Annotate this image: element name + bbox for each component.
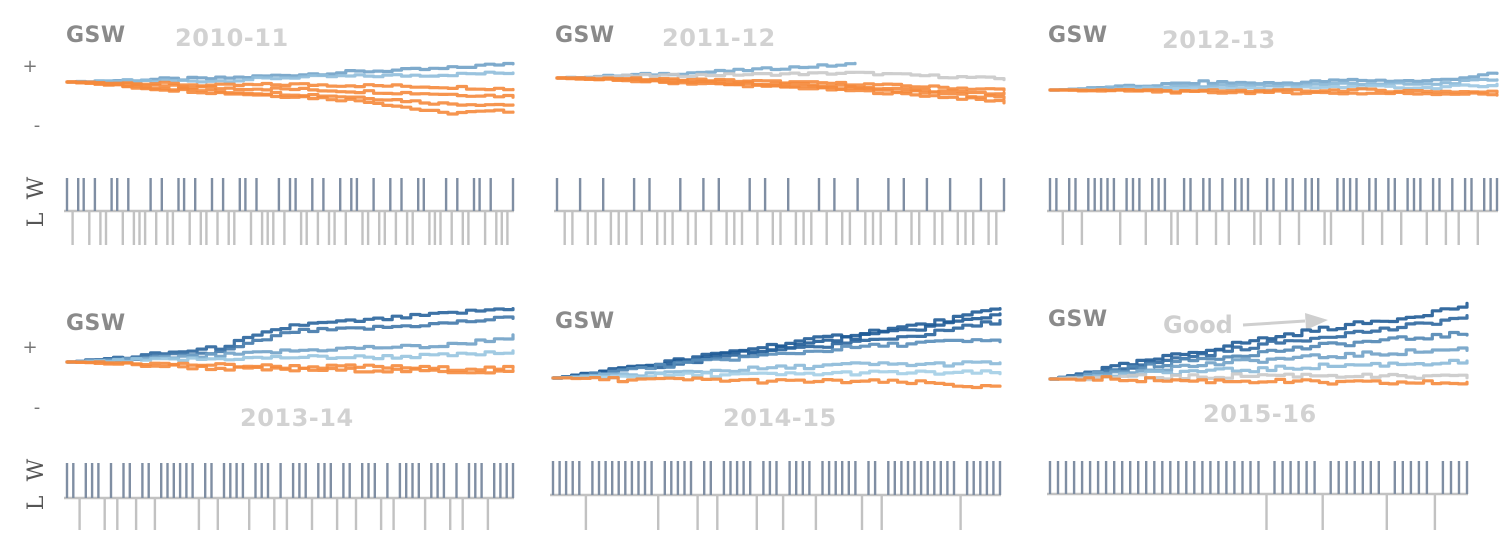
win-label-row1: W	[24, 176, 49, 199]
series-line	[551, 338, 1002, 380]
loss-label-row1: L	[24, 212, 49, 227]
series-line	[1048, 301, 1469, 381]
season-label-panel-3: 2012-13	[1162, 26, 1276, 54]
series-line	[65, 80, 515, 116]
season-label-panel-2: 2011-12	[662, 24, 776, 52]
team-label-panel-6: GSW	[1048, 307, 1108, 332]
good-annotation-label: Good	[1163, 311, 1233, 339]
loss-label-row2: L	[24, 495, 49, 510]
series-line	[1048, 358, 1469, 381]
good-annotation-arrowhead	[1305, 313, 1328, 330]
minus-label-row1: -	[34, 115, 41, 136]
panel-4	[64, 307, 515, 530]
series-line	[1048, 375, 1469, 386]
panel-2	[554, 61, 1006, 245]
chart-marks	[64, 61, 1499, 530]
series-line	[551, 369, 1002, 380]
series-line	[65, 315, 515, 364]
series-line	[65, 70, 515, 84]
series-line	[65, 349, 515, 364]
plus-label-row1: +	[22, 56, 37, 77]
team-label-panel-4: GSW	[66, 311, 126, 336]
plus-label-row2: +	[22, 337, 37, 358]
good-annotation-arrow-line	[1242, 319, 1306, 327]
panel-3	[1047, 71, 1499, 245]
season-label-panel-4: 2013-14	[240, 404, 354, 432]
series-line	[1048, 372, 1469, 382]
season-label-panel-5: 2014-15	[723, 404, 837, 432]
series-line	[555, 76, 1006, 105]
win-label-row2: W	[24, 458, 49, 481]
series-line	[555, 70, 1006, 82]
series-line	[551, 376, 1002, 390]
series-line	[551, 360, 1002, 380]
season-label-panel-6: 2015-16	[1203, 400, 1317, 428]
season-label-panel-1: 2010-11	[175, 24, 289, 52]
team-label-panel-5: GSW	[555, 309, 615, 334]
team-label-panel-1: GSW	[66, 23, 126, 48]
series-line	[1048, 88, 1499, 97]
team-label-panel-2: GSW	[555, 23, 615, 48]
panel-6	[1047, 301, 1469, 530]
series-line	[65, 360, 515, 375]
minus-label-row2: -	[34, 397, 41, 418]
panel-5	[550, 307, 1002, 530]
team-label-panel-3: GSW	[1048, 23, 1108, 48]
panel-1	[64, 61, 515, 245]
series-line	[65, 360, 515, 372]
